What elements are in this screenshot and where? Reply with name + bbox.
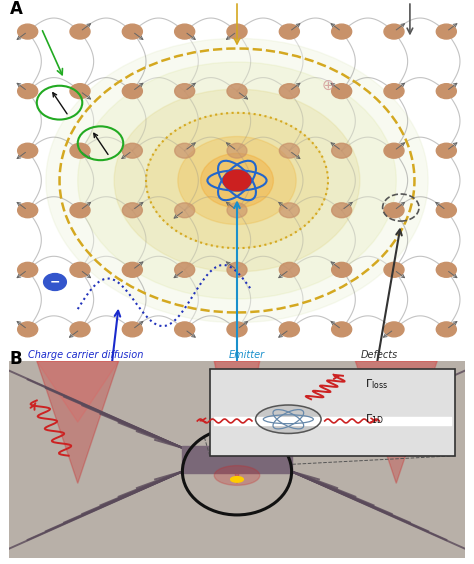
Circle shape xyxy=(279,143,300,158)
Circle shape xyxy=(114,89,360,272)
Circle shape xyxy=(227,143,247,158)
Circle shape xyxy=(332,143,352,158)
Circle shape xyxy=(332,322,352,337)
Circle shape xyxy=(174,24,195,39)
Circle shape xyxy=(227,83,247,99)
Text: ⊕: ⊕ xyxy=(322,78,334,93)
Circle shape xyxy=(436,322,456,337)
Circle shape xyxy=(436,262,456,277)
Circle shape xyxy=(122,203,142,218)
Circle shape xyxy=(122,83,142,99)
Circle shape xyxy=(122,24,142,39)
Circle shape xyxy=(279,24,300,39)
Circle shape xyxy=(174,203,195,218)
Circle shape xyxy=(78,62,396,299)
Circle shape xyxy=(201,153,273,208)
Circle shape xyxy=(122,322,142,337)
Circle shape xyxy=(384,24,404,39)
Circle shape xyxy=(436,83,456,99)
Polygon shape xyxy=(214,361,260,422)
Circle shape xyxy=(46,38,428,323)
Circle shape xyxy=(122,262,142,277)
Polygon shape xyxy=(214,361,260,483)
Polygon shape xyxy=(356,361,437,422)
Circle shape xyxy=(70,24,90,39)
FancyBboxPatch shape xyxy=(210,369,456,456)
Circle shape xyxy=(332,83,352,99)
Circle shape xyxy=(18,203,38,218)
Circle shape xyxy=(174,262,195,277)
Circle shape xyxy=(174,83,195,99)
Text: Emitter: Emitter xyxy=(228,350,264,360)
Circle shape xyxy=(436,203,456,218)
Circle shape xyxy=(227,322,247,337)
Circle shape xyxy=(227,262,247,277)
Polygon shape xyxy=(356,361,437,483)
Circle shape xyxy=(18,83,38,99)
Circle shape xyxy=(146,113,328,248)
Circle shape xyxy=(279,83,300,99)
Circle shape xyxy=(332,262,352,277)
Text: A: A xyxy=(9,0,22,18)
Circle shape xyxy=(18,322,38,337)
Text: −: − xyxy=(50,275,60,289)
Text: $\Gamma_{\rm loss}$: $\Gamma_{\rm loss}$ xyxy=(365,377,388,391)
Text: Charge carrier diffusion: Charge carrier diffusion xyxy=(27,350,143,360)
Circle shape xyxy=(227,203,247,218)
Circle shape xyxy=(279,322,300,337)
Circle shape xyxy=(231,477,243,482)
Circle shape xyxy=(214,466,260,485)
Circle shape xyxy=(332,203,352,218)
Circle shape xyxy=(70,83,90,99)
Polygon shape xyxy=(37,361,118,422)
Circle shape xyxy=(436,143,456,158)
Circle shape xyxy=(255,405,321,434)
Circle shape xyxy=(18,262,38,277)
Circle shape xyxy=(227,24,247,39)
Circle shape xyxy=(384,83,404,99)
Circle shape xyxy=(384,143,404,158)
Circle shape xyxy=(70,143,90,158)
Circle shape xyxy=(122,143,142,158)
Circle shape xyxy=(436,24,456,39)
Circle shape xyxy=(44,274,66,290)
Circle shape xyxy=(279,203,300,218)
Circle shape xyxy=(18,24,38,39)
Circle shape xyxy=(384,322,404,337)
Circle shape xyxy=(70,203,90,218)
Bar xyxy=(182,446,292,474)
Circle shape xyxy=(70,322,90,337)
Circle shape xyxy=(223,170,251,191)
Circle shape xyxy=(384,203,404,218)
Text: B: B xyxy=(9,350,22,368)
Text: Defects: Defects xyxy=(361,350,398,360)
Circle shape xyxy=(174,143,195,158)
Circle shape xyxy=(279,262,300,277)
Circle shape xyxy=(70,262,90,277)
Polygon shape xyxy=(37,361,118,483)
Circle shape xyxy=(384,262,404,277)
Circle shape xyxy=(332,24,352,39)
Circle shape xyxy=(178,136,296,224)
Text: $\Gamma_{\rm 1D}$: $\Gamma_{\rm 1D}$ xyxy=(365,412,383,426)
Circle shape xyxy=(18,143,38,158)
Circle shape xyxy=(174,322,195,337)
